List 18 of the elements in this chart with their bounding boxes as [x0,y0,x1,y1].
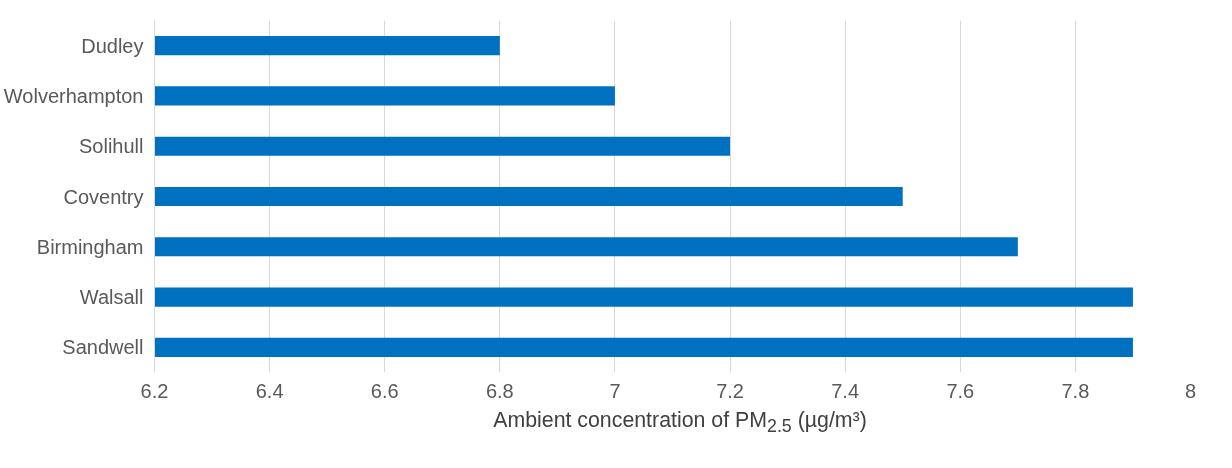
y-tick-label: Birmingham [36,235,144,258]
y-tick-label: Dudley [81,34,144,57]
x-tick-label: 6.6 [370,379,399,402]
x-tick-label: 7.4 [831,379,860,402]
x-tick-label: 6.4 [255,379,284,402]
x-tick-label: 6.2 [140,379,169,402]
x-tick-label: 8 [1184,379,1197,402]
x-tick-label: 6.8 [485,379,514,402]
y-tick-label: Walsall [79,286,144,309]
y-tick-label: Sandwell [62,336,144,359]
x-tick-label: 7.6 [946,379,975,402]
y-tick-label: Wolverhampton [3,84,144,107]
x-axis-title: Ambient concentration of PM$_{2.5}$ (µg/m³) [493,407,867,439]
x-tick-label: 7 [609,379,621,402]
y-tick-label: Solihull [79,135,144,158]
x-tick-label: 7.8 [1061,379,1090,402]
x-tick-label: 7.2 [716,379,744,402]
y-tick-label: Coventry [63,185,144,208]
